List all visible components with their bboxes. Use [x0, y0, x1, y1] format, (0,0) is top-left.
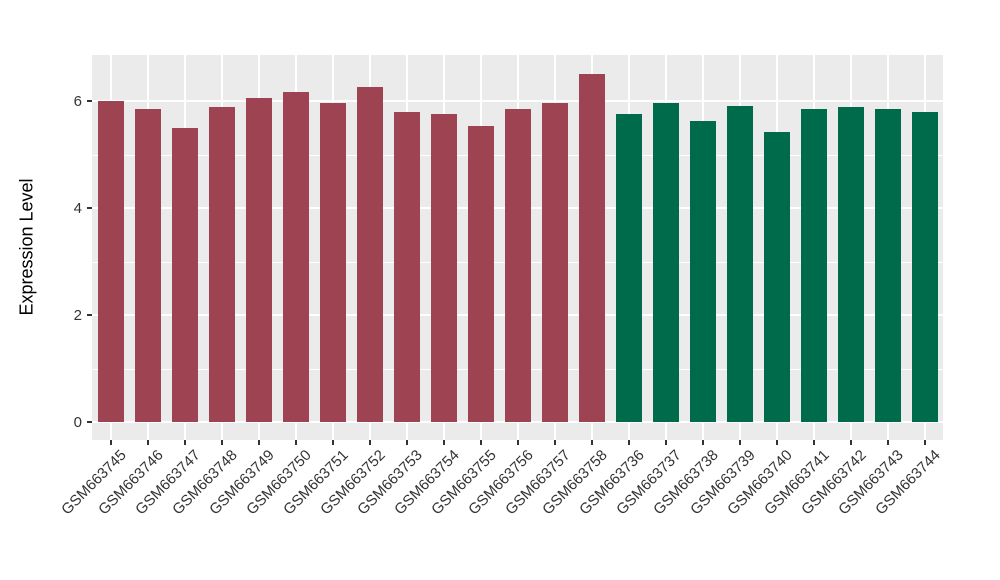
bar — [541, 102, 568, 422]
bar — [689, 120, 716, 422]
x-axis-tick — [183, 440, 186, 445]
bar — [319, 103, 346, 422]
bar — [134, 109, 161, 422]
x-axis-tick — [109, 440, 112, 445]
x-axis-tick — [590, 440, 593, 445]
y-tick-label: 4 — [73, 199, 82, 217]
x-axis-tick — [627, 440, 630, 445]
x-axis-tick — [886, 440, 889, 445]
bar — [208, 106, 235, 422]
y-tick-label: 2 — [73, 306, 82, 324]
bar — [282, 92, 309, 422]
y-axis-tick — [87, 100, 92, 102]
x-axis-tick — [664, 440, 667, 445]
x-axis-tick — [701, 440, 704, 445]
bar — [504, 109, 531, 422]
x-axis-tick — [923, 440, 926, 445]
x-axis-tick — [849, 440, 852, 445]
x-axis-tick — [516, 440, 519, 445]
x-axis-tick — [553, 440, 556, 445]
bar — [430, 113, 457, 422]
x-axis-tick — [479, 440, 482, 445]
y-axis-tick — [87, 207, 92, 209]
bar — [578, 74, 605, 422]
bar — [171, 128, 198, 422]
x-axis-tick — [294, 440, 297, 445]
x-axis-tick — [405, 440, 408, 445]
x-axis-tick — [775, 440, 778, 445]
bar — [615, 114, 642, 422]
x-axis-tick — [812, 440, 815, 445]
x-axis-tick — [442, 440, 445, 445]
bar — [726, 106, 753, 422]
bar — [393, 111, 420, 422]
bar — [911, 112, 938, 422]
bar — [837, 107, 864, 422]
y-tick-label: 0 — [73, 413, 82, 431]
x-axis-tick — [257, 440, 260, 445]
bar — [356, 87, 383, 422]
y-axis-title: Expression Level — [16, 178, 37, 316]
x-axis-tick — [146, 440, 149, 445]
bar — [652, 103, 679, 422]
bar — [467, 126, 494, 422]
bar — [763, 132, 790, 422]
y-axis-tick — [87, 421, 92, 423]
bar — [245, 98, 272, 422]
plot-panel — [92, 55, 943, 440]
x-axis-tick — [368, 440, 371, 445]
y-tick-label: 6 — [73, 92, 82, 110]
bar — [800, 109, 827, 422]
x-axis-tick — [331, 440, 334, 445]
x-axis-tick — [738, 440, 741, 445]
x-axis-tick — [220, 440, 223, 445]
bar — [97, 101, 124, 422]
bar — [874, 109, 901, 422]
y-axis-tick — [87, 314, 92, 316]
